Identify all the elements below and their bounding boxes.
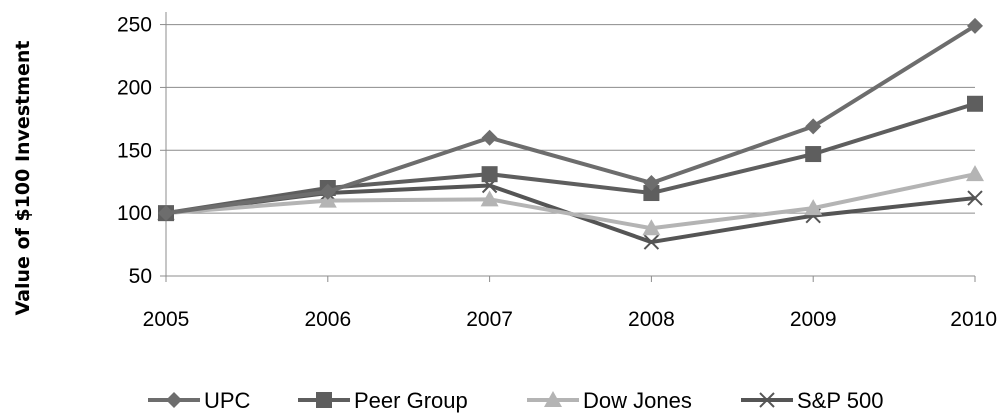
data-point-upc [805, 118, 822, 135]
x-tick-label: 2009 [790, 308, 837, 331]
data-point-peer-group [967, 95, 983, 112]
data-point-dow-jones [642, 219, 661, 236]
y-tick-label: 250 [117, 14, 152, 37]
y-tick-label: 150 [117, 139, 152, 162]
y-axis-title: Value of $100 Investment [12, 40, 34, 315]
data-point-peer-group [481, 166, 498, 183]
x-tick-label: 2010 [950, 308, 997, 331]
x-tick-label: 2008 [628, 308, 675, 331]
data-point-peer-group [805, 146, 822, 163]
data-point-dow-jones [966, 165, 984, 182]
data-point-upc [481, 129, 498, 146]
legend: UPC Peer Group Dow Jones S&P 500 [148, 388, 883, 413]
legend-item-dow-jones: Dow Jones [527, 388, 692, 413]
series-upc [158, 17, 983, 222]
series-line-dow-jones [165, 172, 976, 231]
x-tick-labels: 2005 2006 2007 2008 2009 2010 [143, 308, 997, 331]
series-line-peer-group [165, 101, 976, 216]
gridlines [160, 24, 975, 277]
legend-label: UPC [204, 388, 251, 413]
y-tick-labels: 50 100 150 200 250 [117, 14, 152, 288]
data-series [157, 17, 984, 250]
data-point-s-p-500 [967, 190, 983, 206]
data-point-upc [158, 205, 174, 222]
x-tick-label: 2007 [466, 308, 513, 331]
x-tick-label: 2005 [143, 308, 190, 331]
legend-marker [316, 392, 332, 408]
data-point-upc [319, 183, 336, 200]
data-point-upc [967, 17, 983, 34]
axes [165, 12, 976, 282]
legend-item-s-p-500: S&P 500 [741, 388, 883, 413]
data-point-s-p-500 [643, 234, 660, 250]
y-tick-label: 200 [117, 76, 152, 99]
legend-label: Peer Group [354, 388, 468, 413]
data-point-upc [643, 174, 660, 191]
legend-item-peer-group: Peer Group [298, 388, 468, 413]
legend-item-upc: UPC [148, 388, 251, 413]
data-point-peer-group [643, 185, 660, 202]
legend-label: S&P 500 [797, 388, 883, 413]
legend-marker [166, 392, 182, 408]
data-point-dow-jones [804, 199, 823, 216]
series-line-upc [165, 24, 977, 216]
y-tick-label: 50 [129, 265, 152, 288]
legend-marker [759, 392, 775, 408]
data-point-dow-jones [480, 190, 499, 207]
legend-label: Dow Jones [583, 388, 692, 413]
x-tick-label: 2006 [304, 308, 351, 331]
legend-marker [544, 391, 562, 407]
y-tick-label: 100 [117, 202, 152, 225]
